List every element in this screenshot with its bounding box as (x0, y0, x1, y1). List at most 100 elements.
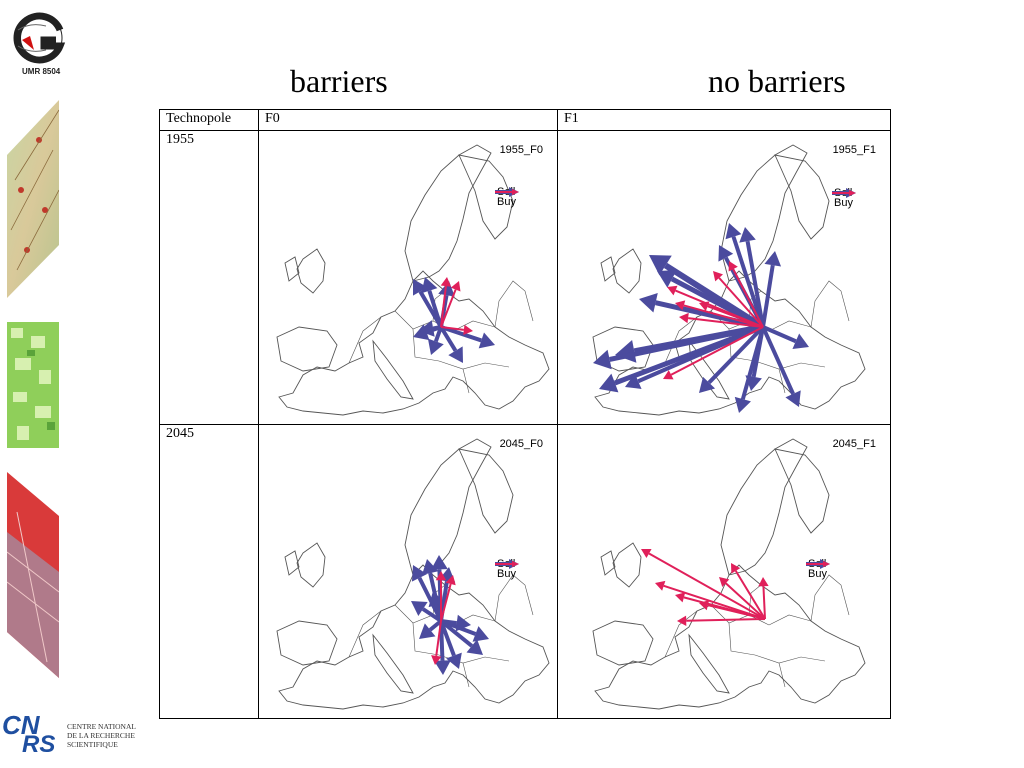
cnrs-line-1: CENTRE NATIONAL (67, 722, 136, 731)
flow-arrowhead (679, 312, 689, 324)
flow-arrow (435, 620, 442, 657)
legend-buy: Buy (808, 568, 827, 580)
map-legend: Sell Buy (495, 559, 519, 580)
flow-arrowhead (472, 626, 489, 642)
map-1955-f0: 1955_F0 Sell Buy (258, 130, 558, 425)
flow-arrow (762, 325, 797, 344)
legend-buy: Buy (834, 197, 853, 209)
flow-arrowhead (728, 261, 738, 272)
row-label-2045: 2045 (159, 424, 259, 719)
flow-arrow (762, 586, 766, 620)
row-label-1955: 1955 (159, 130, 259, 425)
flow-arrowhead (455, 614, 471, 632)
flow-arrow (688, 317, 764, 328)
cnrs-line-2: DE LA RECHERCHE (67, 731, 135, 740)
cnrs-logo: CN RS CENTRE NATIONAL DE LA RECHERCHE SC… (0, 700, 145, 760)
flow-arrowhead (792, 333, 809, 349)
flow-arrowhead (450, 281, 461, 292)
flow-arrowhead (466, 639, 483, 655)
flow-arrow (761, 264, 775, 328)
flow-arrowhead (667, 285, 678, 296)
flow-arrowhead (699, 301, 710, 312)
map-tag: 1955_F0 (499, 144, 543, 156)
no-barriers-title: no barriers (708, 63, 846, 99)
flow-arrow (761, 326, 795, 395)
legend-buy: Buy (497, 568, 516, 580)
flow-arrowhead (421, 559, 439, 575)
flow-arrowhead (758, 577, 769, 587)
flow-arrowhead (764, 251, 782, 267)
flow-arrow (440, 583, 452, 622)
flow-arrow (670, 326, 764, 376)
flow-arrowhead (699, 600, 710, 611)
flow-arrow (683, 304, 764, 328)
flow-arrowhead (657, 270, 677, 288)
flow-arrowhead (739, 227, 756, 243)
map-tag: 1955_F1 (832, 144, 876, 156)
flow-arrow (734, 570, 766, 620)
flow-arrowhead (599, 373, 619, 393)
flow-arrowhead (718, 245, 734, 262)
flow-arrow (439, 620, 445, 661)
flow-arrow (439, 619, 474, 648)
flow-arrow (440, 325, 482, 343)
flow-arrowhead (675, 592, 686, 603)
umr-label: UMR 8504 (22, 67, 61, 76)
flow-arrow (648, 552, 766, 620)
flow-arrow (732, 268, 764, 328)
europe-outline (276, 438, 550, 710)
flow-arrowhead (593, 349, 612, 370)
flow-arrowhead (785, 390, 801, 407)
header-f1: F1 (557, 109, 891, 131)
flow-arrowhead (745, 375, 762, 391)
flow-arrow (637, 325, 764, 384)
flow-arrow (725, 582, 766, 620)
scenario-table: Technopole F0 F1 1955 1955_F0 Sell Buy 1… (159, 109, 891, 719)
flow-arrowhead (663, 370, 674, 380)
flow-arrow (421, 607, 443, 623)
flow-arrowhead (413, 324, 430, 341)
svg-text:RS: RS (22, 731, 55, 758)
flow-arrow (718, 277, 764, 328)
flow-arrowhead (431, 555, 448, 570)
flow-arrowhead (731, 563, 741, 574)
flow-arrowhead (446, 652, 462, 669)
flow-arrow (440, 286, 447, 328)
flow-arrowhead (434, 660, 451, 675)
legend-buy: Buy (497, 196, 516, 208)
flow-arrowhead (734, 396, 751, 413)
flow-arrowhead (445, 575, 456, 586)
flow-arrowhead (719, 577, 730, 588)
flow-arrowhead (639, 292, 658, 313)
flow-arrowhead (725, 223, 742, 240)
satellite-city-image (6, 472, 60, 678)
flow-arrowhead (419, 320, 435, 337)
flow-arrow (440, 289, 457, 328)
flow-arrowhead (675, 300, 686, 311)
flow-arrow (731, 236, 765, 328)
flow-arrowhead (655, 580, 666, 591)
flow-arrowhead (427, 338, 444, 355)
flow-arrowhead (713, 271, 724, 282)
flow-arrowhead (419, 623, 436, 639)
flow-arrowhead (411, 565, 427, 582)
map-legend: Sell Buy (832, 188, 856, 209)
flow-arrow (440, 326, 464, 331)
map-legend: Sell Buy (495, 187, 519, 208)
flow-arrow (707, 325, 765, 385)
flow-arrow (707, 305, 764, 328)
europe-flow-map (592, 438, 866, 710)
flow-arrowhead (478, 332, 495, 349)
header-f0: F0 (258, 109, 558, 131)
flow-arrowhead (413, 279, 428, 296)
flow-arrow (745, 240, 765, 328)
flow-arrowhead (649, 255, 672, 276)
flow-arrow (432, 325, 442, 331)
flow-arrow (428, 619, 443, 632)
barriers-title: barriers (290, 63, 388, 99)
header-technopole: Technopole (159, 109, 259, 131)
map-tag: 2045_F0 (499, 438, 543, 450)
cnrs-line-3: SCIENTIFIQUE (67, 740, 118, 749)
flow-arrowhead (435, 571, 447, 581)
geographie-cites-logo: UMR 8504 (0, 0, 82, 84)
